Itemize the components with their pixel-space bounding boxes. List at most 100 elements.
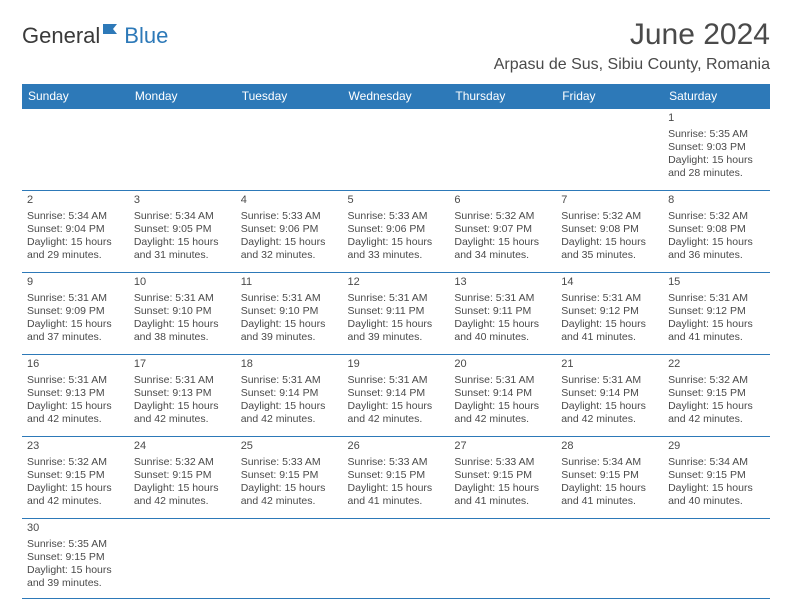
day-number: 28 [561,440,658,454]
sunset-text: Sunset: 9:12 PM [668,305,765,318]
daylight-text: Daylight: 15 hours [241,318,338,331]
sunrise-text: Sunrise: 5:32 AM [668,210,765,223]
sunset-text: Sunset: 9:10 PM [134,305,231,318]
daylight-text: Daylight: 15 hours [561,236,658,249]
location: Arpasu de Sus, Sibiu County, Romania [494,56,770,74]
calendar-cell-empty [236,109,343,191]
daylight-text: and 38 minutes. [134,331,231,344]
day-number: 16 [27,358,124,372]
sunset-text: Sunset: 9:15 PM [27,551,124,564]
weekday-header: Monday [129,84,236,109]
calendar-cell: 16Sunrise: 5:31 AMSunset: 9:13 PMDayligh… [22,355,129,437]
sunset-text: Sunset: 9:03 PM [668,141,765,154]
sunset-text: Sunset: 9:04 PM [27,223,124,236]
daylight-text: and 31 minutes. [134,249,231,262]
calendar-cell: 29Sunrise: 5:34 AMSunset: 9:15 PMDayligh… [663,437,770,519]
sunset-text: Sunset: 9:13 PM [134,387,231,400]
daylight-text: Daylight: 15 hours [27,318,124,331]
daylight-text: Daylight: 15 hours [454,236,551,249]
sunrise-text: Sunrise: 5:31 AM [134,292,231,305]
daylight-text: and 41 minutes. [668,331,765,344]
daylight-text: and 41 minutes. [454,495,551,508]
day-number: 4 [241,194,338,208]
calendar-cell-empty [129,519,236,599]
sunset-text: Sunset: 9:15 PM [241,469,338,482]
daylight-text: and 29 minutes. [27,249,124,262]
weekday-header: Tuesday [236,84,343,109]
sunrise-text: Sunrise: 5:34 AM [668,456,765,469]
day-number: 8 [668,194,765,208]
calendar-cell: 10Sunrise: 5:31 AMSunset: 9:10 PMDayligh… [129,273,236,355]
sunset-text: Sunset: 9:15 PM [668,469,765,482]
calendar-cell: 1Sunrise: 5:35 AMSunset: 9:03 PMDaylight… [663,109,770,191]
calendar-cell-empty [449,109,556,191]
sunrise-text: Sunrise: 5:32 AM [134,456,231,469]
calendar-cell: 19Sunrise: 5:31 AMSunset: 9:14 PMDayligh… [343,355,450,437]
logo-text-blue: Blue [124,23,168,49]
sunrise-text: Sunrise: 5:33 AM [241,456,338,469]
calendar-cell: 21Sunrise: 5:31 AMSunset: 9:14 PMDayligh… [556,355,663,437]
calendar-cell: 12Sunrise: 5:31 AMSunset: 9:11 PMDayligh… [343,273,450,355]
day-number: 1 [668,112,765,126]
day-number: 5 [348,194,445,208]
daylight-text: and 42 minutes. [27,495,124,508]
daylight-text: and 39 minutes. [348,331,445,344]
sunrise-text: Sunrise: 5:31 AM [454,374,551,387]
calendar-cell: 4Sunrise: 5:33 AMSunset: 9:06 PMDaylight… [236,191,343,273]
daylight-text: Daylight: 15 hours [241,236,338,249]
calendar-cell: 2Sunrise: 5:34 AMSunset: 9:04 PMDaylight… [22,191,129,273]
sunrise-text: Sunrise: 5:34 AM [27,210,124,223]
day-number: 11 [241,276,338,290]
sunset-text: Sunset: 9:15 PM [561,469,658,482]
weekday-header: Wednesday [343,84,450,109]
sunset-text: Sunset: 9:05 PM [134,223,231,236]
daylight-text: and 39 minutes. [241,331,338,344]
calendar-cell: 30Sunrise: 5:35 AMSunset: 9:15 PMDayligh… [22,519,129,599]
calendar-cell: 27Sunrise: 5:33 AMSunset: 9:15 PMDayligh… [449,437,556,519]
sunrise-text: Sunrise: 5:32 AM [561,210,658,223]
day-number: 6 [454,194,551,208]
calendar-cell: 24Sunrise: 5:32 AMSunset: 9:15 PMDayligh… [129,437,236,519]
daylight-text: and 41 minutes. [561,331,658,344]
calendar-cell: 8Sunrise: 5:32 AMSunset: 9:08 PMDaylight… [663,191,770,273]
calendar-cell: 14Sunrise: 5:31 AMSunset: 9:12 PMDayligh… [556,273,663,355]
calendar-cell: 25Sunrise: 5:33 AMSunset: 9:15 PMDayligh… [236,437,343,519]
sunset-text: Sunset: 9:15 PM [668,387,765,400]
calendar-cell-empty [343,109,450,191]
calendar-cell: 17Sunrise: 5:31 AMSunset: 9:13 PMDayligh… [129,355,236,437]
sunrise-text: Sunrise: 5:31 AM [561,292,658,305]
sunrise-text: Sunrise: 5:31 AM [241,292,338,305]
day-number: 20 [454,358,551,372]
sunrise-text: Sunrise: 5:32 AM [27,456,124,469]
calendar-body: 1Sunrise: 5:35 AMSunset: 9:03 PMDaylight… [22,109,770,599]
daylight-text: and 42 minutes. [241,495,338,508]
daylight-text: and 32 minutes. [241,249,338,262]
day-number: 30 [27,522,124,536]
daylight-text: and 41 minutes. [348,495,445,508]
sunset-text: Sunset: 9:09 PM [27,305,124,318]
day-number: 27 [454,440,551,454]
day-number: 17 [134,358,231,372]
daylight-text: and 42 minutes. [27,413,124,426]
daylight-text: and 33 minutes. [348,249,445,262]
calendar-cell: 23Sunrise: 5:32 AMSunset: 9:15 PMDayligh… [22,437,129,519]
calendar-row: 23Sunrise: 5:32 AMSunset: 9:15 PMDayligh… [22,437,770,519]
calendar-cell: 5Sunrise: 5:33 AMSunset: 9:06 PMDaylight… [343,191,450,273]
daylight-text: Daylight: 15 hours [27,236,124,249]
sunrise-text: Sunrise: 5:32 AM [454,210,551,223]
daylight-text: and 42 minutes. [668,413,765,426]
daylight-text: Daylight: 15 hours [241,482,338,495]
daylight-text: and 39 minutes. [27,577,124,590]
daylight-text: Daylight: 15 hours [348,400,445,413]
calendar-cell: 6Sunrise: 5:32 AMSunset: 9:07 PMDaylight… [449,191,556,273]
daylight-text: and 35 minutes. [561,249,658,262]
sunrise-text: Sunrise: 5:31 AM [348,292,445,305]
sunset-text: Sunset: 9:14 PM [348,387,445,400]
calendar-cell: 20Sunrise: 5:31 AMSunset: 9:14 PMDayligh… [449,355,556,437]
daylight-text: and 42 minutes. [134,495,231,508]
calendar-table: SundayMondayTuesdayWednesdayThursdayFrid… [22,84,770,599]
calendar-cell-empty [663,519,770,599]
weekday-header-row: SundayMondayTuesdayWednesdayThursdayFrid… [22,84,770,109]
daylight-text: Daylight: 15 hours [348,318,445,331]
weekday-header: Sunday [22,84,129,109]
